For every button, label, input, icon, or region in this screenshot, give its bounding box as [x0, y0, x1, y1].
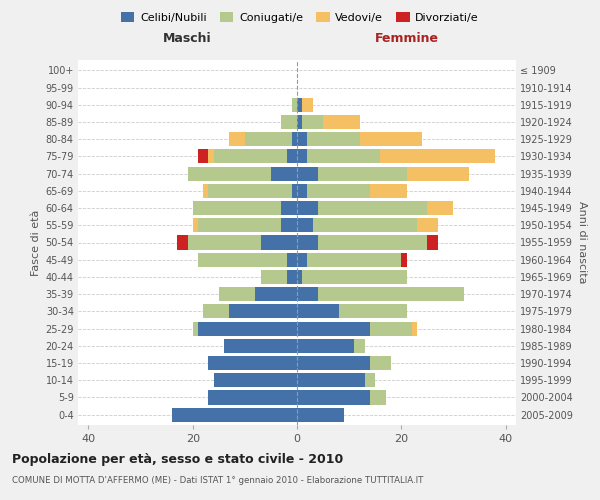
Bar	[229, 132, 245, 146]
Bar	[297, 252, 307, 267]
Bar	[208, 390, 297, 404]
Bar	[245, 132, 292, 146]
Bar	[214, 373, 297, 388]
Bar	[297, 201, 318, 215]
Bar	[297, 338, 355, 353]
Bar	[401, 252, 407, 267]
Bar	[287, 252, 297, 267]
Bar	[302, 115, 323, 129]
Bar	[198, 322, 297, 336]
Bar	[292, 184, 297, 198]
Bar	[339, 304, 407, 318]
Legend: Celibi/Nubili, Coniugati/e, Vedovi/e, Divorziati/e: Celibi/Nubili, Coniugati/e, Vedovi/e, Di…	[117, 8, 483, 28]
Y-axis label: Fasce di età: Fasce di età	[31, 210, 41, 276]
Text: Femmine: Femmine	[374, 32, 439, 46]
Bar	[318, 166, 407, 180]
Bar	[198, 252, 287, 267]
Text: Popolazione per età, sesso e stato civile - 2010: Popolazione per età, sesso e stato civil…	[12, 452, 343, 466]
Text: Maschi: Maschi	[163, 32, 212, 46]
Bar	[203, 184, 208, 198]
Bar	[214, 150, 287, 164]
Bar	[302, 98, 313, 112]
Bar	[370, 184, 407, 198]
Bar	[187, 166, 271, 180]
Bar	[229, 304, 297, 318]
Bar	[297, 166, 318, 180]
Bar	[370, 356, 391, 370]
Bar	[318, 287, 464, 301]
Bar	[417, 218, 438, 232]
Bar	[307, 150, 380, 164]
Bar	[297, 132, 307, 146]
Bar	[370, 390, 386, 404]
Bar	[193, 201, 281, 215]
Bar	[255, 287, 297, 301]
Bar	[359, 132, 422, 146]
Bar	[281, 201, 297, 215]
Y-axis label: Anni di nascita: Anni di nascita	[577, 201, 587, 284]
Bar	[318, 201, 427, 215]
Bar	[323, 115, 359, 129]
Bar	[297, 373, 365, 388]
Bar	[208, 184, 292, 198]
Bar	[427, 201, 454, 215]
Bar	[297, 98, 302, 112]
Bar	[307, 252, 401, 267]
Bar	[208, 356, 297, 370]
Bar	[297, 408, 344, 422]
Bar	[260, 236, 297, 250]
Bar	[297, 390, 370, 404]
Bar	[307, 184, 370, 198]
Bar	[297, 356, 370, 370]
Bar	[297, 287, 318, 301]
Bar	[318, 236, 427, 250]
Bar	[355, 338, 365, 353]
Bar	[193, 322, 198, 336]
Bar	[297, 270, 302, 284]
Bar	[365, 373, 375, 388]
Bar	[292, 98, 297, 112]
Bar	[370, 322, 412, 336]
Bar	[412, 322, 417, 336]
Bar	[302, 270, 407, 284]
Bar	[297, 218, 313, 232]
Bar	[187, 236, 260, 250]
Bar	[281, 218, 297, 232]
Bar	[198, 150, 208, 164]
Bar	[271, 166, 297, 180]
Bar	[407, 166, 469, 180]
Bar	[297, 115, 302, 129]
Bar	[260, 270, 287, 284]
Bar	[427, 236, 438, 250]
Bar	[198, 218, 281, 232]
Bar	[287, 270, 297, 284]
Text: COMUNE DI MOTTA D'AFFERMO (ME) - Dati ISTAT 1° gennaio 2010 - Elaborazione TUTTI: COMUNE DI MOTTA D'AFFERMO (ME) - Dati IS…	[12, 476, 424, 485]
Bar	[287, 150, 297, 164]
Bar	[224, 338, 297, 353]
Bar	[297, 322, 370, 336]
Bar	[313, 218, 417, 232]
Bar	[292, 132, 297, 146]
Bar	[203, 304, 229, 318]
Bar	[297, 150, 307, 164]
Bar	[208, 150, 214, 164]
Bar	[281, 115, 297, 129]
Bar	[219, 287, 255, 301]
Bar	[193, 218, 198, 232]
Bar	[172, 408, 297, 422]
Bar	[380, 150, 495, 164]
Bar	[297, 236, 318, 250]
Bar	[297, 184, 307, 198]
Bar	[177, 236, 187, 250]
Bar	[297, 304, 339, 318]
Bar	[307, 132, 359, 146]
